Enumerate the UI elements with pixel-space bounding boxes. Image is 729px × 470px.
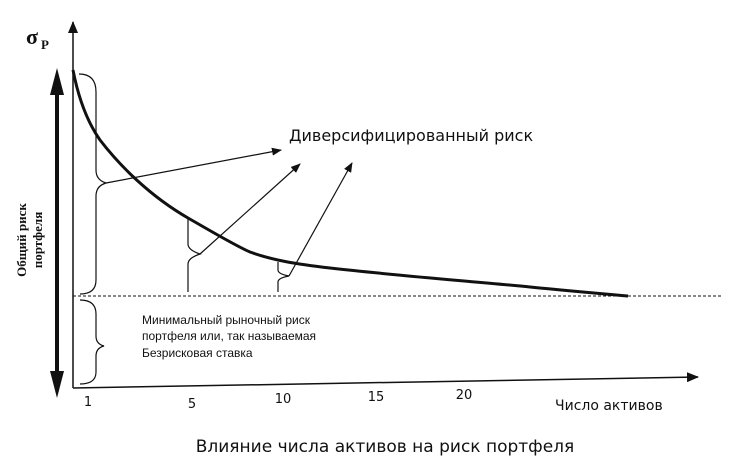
- arrow-from-main-brace: [105, 147, 282, 184]
- arrow-from-five-brace: [199, 163, 301, 255]
- x-tick-15: 15: [368, 390, 385, 405]
- brace-ten-assets: [277, 262, 290, 292]
- sigma-symbol: σ: [26, 24, 38, 49]
- x-tick-5: 5: [188, 397, 196, 412]
- x-tick-20: 20: [456, 388, 473, 403]
- svg-text:портфеля: портфеля: [30, 212, 45, 269]
- x-tick-1: 1: [84, 395, 92, 410]
- arrow-from-ten-brace: [288, 162, 353, 277]
- x-axis-label: Число активов: [555, 398, 663, 414]
- market-risk-text-line1: Минимальный рыночный риск: [142, 313, 311, 327]
- sigma-subscript: P: [41, 37, 49, 52]
- market-risk-text-line2: портфеля или, так называемая: [142, 329, 316, 343]
- market-risk-text-line3: Безрисковая ставка: [142, 346, 253, 360]
- total-risk-arrow-head-bottom: [50, 371, 64, 398]
- market-risk-brace: [79, 299, 105, 385]
- portfolio-risk-curve: [71, 69, 629, 298]
- diversified-risk-label: Диверсифицированный риск: [289, 126, 533, 145]
- y-axis-label: Общий риск портфеля: [14, 203, 45, 277]
- svg-text:Общий риск: Общий риск: [14, 203, 29, 277]
- total-risk-arrow-head-top: [50, 68, 64, 95]
- brace-five-assets: [187, 219, 202, 292]
- x-axis: [72, 372, 699, 389]
- figure-caption: Влияние числа активов на риск портфеля: [196, 437, 575, 457]
- x-tick-10: 10: [275, 392, 292, 407]
